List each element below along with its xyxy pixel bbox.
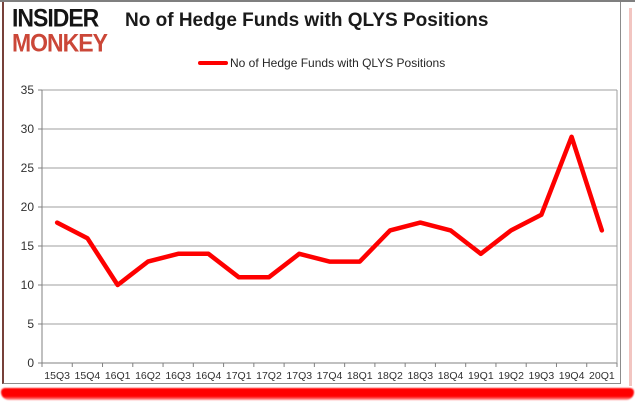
chart-panel: INSIDER MONKEY No of Hedge Funds with QL… [2,2,621,384]
x-tick-label: 17Q2 [256,370,282,382]
chart-legend: No of Hedge Funds with QLYS Positions [198,56,445,70]
x-tick-label: 16Q2 [135,370,161,382]
y-tick-label: 10 [21,278,35,292]
x-tick-label: 18Q3 [407,370,433,382]
right-pink-border [629,8,632,386]
x-tick-label: 17Q4 [317,370,343,382]
x-tick-label: 19Q2 [498,370,524,382]
logo-line-monkey: MONKEY [12,28,108,57]
legend-line-swatch [198,61,228,65]
x-tick-label: 18Q4 [438,370,464,382]
x-tick-label: 19Q1 [468,370,494,382]
y-tick-label: 5 [27,317,34,331]
x-tick-label: 18Q1 [347,370,373,382]
legend-label: No of Hedge Funds with QLYS Positions [230,56,446,70]
line-chart: 0 5 10 15 20 25 30 35 15Q3 15Q4 16Q1 16Q2 16Q3 16Q4 17… [21,83,618,382]
y-tick-label: 25 [21,161,35,175]
x-tick-label: 19Q3 [528,370,554,382]
y-tick-label: 15 [21,239,35,253]
x-tick-label: 16Q3 [165,370,191,382]
x-tick-label: 15Q4 [75,370,101,382]
y-tick-label: 0 [27,356,34,370]
y-tick-label: 35 [21,83,35,97]
data-series-line [54,134,605,288]
red-bottom-border [1,388,634,400]
x-tick-label: 17Q3 [286,370,312,382]
x-tick-label: 16Q4 [196,370,222,382]
x-tick-label: 19Q4 [559,370,585,382]
logo-line-insider: INSIDER [12,3,99,32]
x-tick-label: 18Q2 [377,370,403,382]
chart-title: No of Hedge Funds with QLYS Positions [125,10,489,31]
x-tick-label: 15Q3 [44,370,70,382]
y-tick-label: 20 [21,200,35,214]
insider-monkey-logo: INSIDER MONKEY [12,3,108,57]
x-tick-label: 17Q1 [226,370,252,382]
top-border-line [0,0,635,2]
y-tick-label: 30 [21,122,35,136]
x-tick-label: 20Q1 [589,370,615,382]
x-tick-label: 16Q1 [105,370,131,382]
